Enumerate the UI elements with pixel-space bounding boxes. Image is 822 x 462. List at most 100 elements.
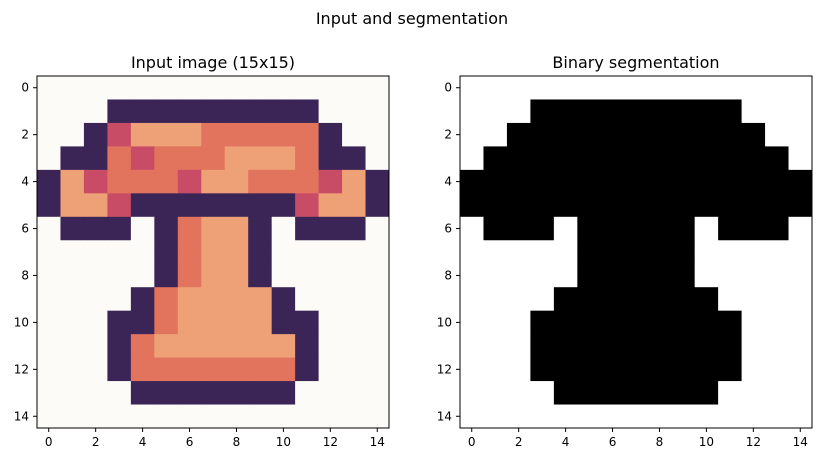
input-pixel	[201, 193, 226, 218]
segmentation-pixel	[600, 146, 625, 171]
input-y-tick-label: 14	[14, 409, 29, 423]
segmentation-pixel	[530, 240, 555, 265]
segmentation-pixel	[647, 357, 672, 382]
segmentation-pixel	[506, 122, 531, 147]
input-pixel	[37, 146, 61, 171]
binary-segmentation-ticks: 0 2 4 6 8 10 12 14 0 2 4 6 8 10 12 14	[437, 81, 808, 449]
segmentation-pixel	[577, 76, 602, 100]
segmentation-pixel	[553, 357, 578, 382]
input-pixel	[295, 263, 319, 288]
input-pixel	[154, 310, 179, 335]
segmentation-pixel	[577, 193, 602, 218]
segmentation-pixel	[483, 357, 508, 382]
segmentation-pixel	[624, 357, 649, 382]
input-pixel	[83, 76, 108, 100]
segmentation-pixel	[765, 146, 789, 171]
input-pixel	[295, 287, 319, 312]
segmentation-pixel	[460, 240, 484, 265]
input-pixel	[295, 122, 319, 147]
input-pixel	[154, 404, 179, 429]
input-pixel	[37, 169, 61, 194]
input-pixel	[271, 287, 296, 312]
input-pixel	[107, 357, 132, 382]
segmentation-pixel	[694, 122, 719, 147]
input-pixel	[295, 169, 319, 194]
segmentation-pixel	[600, 381, 625, 405]
segmentation-pixel	[600, 334, 625, 358]
segmentation-pixel	[600, 193, 625, 218]
segmentation-pixel	[577, 216, 602, 241]
input-pixel	[83, 169, 108, 194]
input-pixel	[60, 263, 85, 288]
segmentation-pixel	[741, 76, 766, 100]
segmentation-pixel	[671, 381, 696, 405]
segmentation-pixel	[460, 193, 484, 218]
input-pixel	[224, 381, 249, 405]
input-x-tick-label: 6	[186, 435, 194, 449]
input-pixel	[107, 216, 132, 241]
segmentation-pixel	[553, 216, 578, 241]
segmentation-pixel	[694, 381, 719, 405]
input-pixel	[224, 169, 249, 194]
input-pixel	[154, 146, 179, 171]
input-pixel	[177, 76, 202, 100]
segmentation-pixel	[788, 99, 813, 124]
segmentation-pixel	[530, 381, 555, 405]
input-pixel	[154, 334, 179, 358]
input-pixel	[365, 381, 390, 405]
segmentation-pixel	[694, 216, 719, 241]
input-pixel	[177, 287, 202, 312]
input-pixel	[154, 193, 179, 218]
segmentation-pixel	[718, 404, 742, 429]
segmentation-pixel	[530, 193, 555, 218]
input-pixel	[365, 99, 390, 124]
input-pixel	[365, 357, 390, 382]
input-pixel	[224, 334, 249, 358]
input-pixel	[154, 122, 179, 147]
input-pixel	[201, 287, 226, 312]
segmentation-pixel	[553, 240, 578, 265]
segmentation-pixel	[718, 193, 742, 218]
segmentation-pixel	[506, 240, 531, 265]
input-pixel	[201, 381, 226, 405]
segmentation-pixel	[553, 263, 578, 288]
input-pixel	[342, 404, 366, 429]
segmentation-pixel	[460, 216, 484, 241]
input-pixel	[342, 76, 366, 100]
segmentation-pixel	[765, 310, 789, 335]
input-y-tick-label: 2	[21, 128, 29, 142]
input-pixel	[342, 193, 366, 218]
input-pixel	[318, 357, 343, 382]
segmentation-pixel	[694, 193, 719, 218]
segmentation-pixel	[788, 76, 813, 100]
input-pixel	[37, 76, 61, 100]
input-pixel	[342, 216, 366, 241]
input-pixel	[342, 99, 366, 124]
input-pixel	[271, 357, 296, 382]
input-pixel	[201, 146, 226, 171]
input-pixel	[83, 404, 108, 429]
segmentation-pixel	[577, 263, 602, 288]
input-pixel	[107, 76, 132, 100]
segmentation-pixel	[788, 310, 813, 335]
input-pixel	[37, 240, 61, 265]
input-pixel	[201, 76, 226, 100]
input-x-tick-label: 10	[276, 435, 291, 449]
segmentation-pixel	[460, 263, 484, 288]
segmentation-pixel	[577, 146, 602, 171]
input-pixel	[60, 381, 85, 405]
segmentation-pixel	[460, 287, 484, 312]
segmentation-pixel	[506, 193, 531, 218]
segmentation-pixel	[600, 99, 625, 124]
segmentation-pixel	[553, 169, 578, 194]
segmentation-pixel	[600, 76, 625, 100]
input-pixel	[37, 404, 61, 429]
segmentation-pixel	[506, 334, 531, 358]
input-pixel	[342, 287, 366, 312]
input-pixel	[177, 263, 202, 288]
input-pixel	[177, 240, 202, 265]
segmentation-pixel	[600, 310, 625, 335]
segmentation-x-tick-label: 8	[656, 435, 664, 449]
segmentation-pixel	[741, 357, 766, 382]
input-pixel	[177, 99, 202, 124]
